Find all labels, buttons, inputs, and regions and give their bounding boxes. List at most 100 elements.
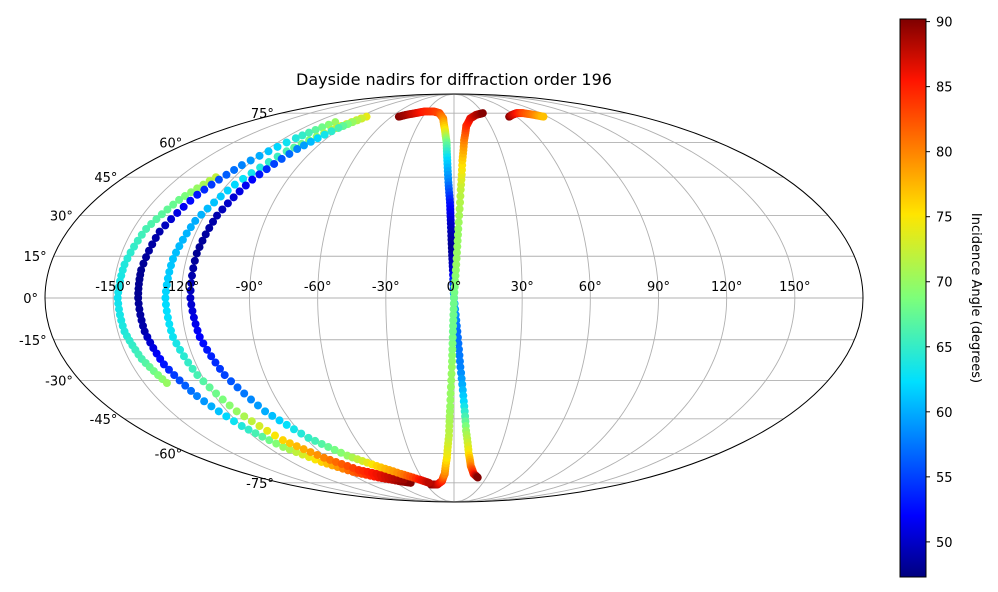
lat-tick-label: 45° [94,171,117,186]
data-point [175,376,184,385]
data-point [447,376,456,385]
data-point [244,425,253,434]
data-point [278,436,287,445]
data-point [181,381,190,390]
lon-tick-label: -120° [163,280,199,295]
data-point [176,345,185,354]
data-point [292,442,301,451]
data-point [187,386,196,395]
data-point [130,242,139,251]
data-point [200,185,209,194]
data-point [334,123,343,132]
data-point [230,165,239,174]
data-point [240,412,249,421]
data-point [299,445,308,454]
data-point [291,134,300,143]
data-point [235,187,244,196]
data-point [456,198,465,207]
data-point [165,267,174,276]
data-point [285,439,294,448]
data-point [200,397,209,406]
data-point [155,227,164,236]
data-point [449,310,458,319]
data-point [448,339,457,348]
data-point [225,401,234,410]
data-point [264,147,273,156]
data-point [178,235,187,244]
lat-tick-label: -45° [90,413,118,428]
data-point [216,192,225,201]
data-point [449,316,458,325]
data-point [164,365,173,374]
colorbar-ticks: 50 55 60 65 70 75 80 85 90 [926,16,953,551]
data-point [446,395,455,404]
tick-labels: -150° -120° -90° -60° -30° 0° 30° 60° 90° 120° 150… [19,107,810,492]
data-point [317,439,326,448]
lon-tick-label: -90° [236,280,264,295]
data-point [299,141,308,150]
data-point [222,412,231,421]
data-point [123,254,132,263]
data-point [455,351,464,360]
data-point [271,431,279,440]
data-point [167,215,176,224]
data-point [247,169,256,178]
data-point [205,383,214,392]
data-point [148,240,157,249]
data-point [186,286,195,295]
data-point [270,159,279,168]
data-point [330,445,339,454]
data-point [209,217,218,226]
data-point [188,307,197,316]
colorbar-tick-label: 80 [936,146,953,161]
data-point [207,402,216,411]
data-point [452,248,461,257]
data-point [265,436,274,445]
data-point [162,280,171,289]
data-point [448,333,457,342]
data-point [157,210,166,219]
data-point [168,333,177,341]
data-point [222,170,231,179]
data-point [237,161,246,170]
data-point [190,256,199,265]
lon-tick-label: -30° [372,280,400,295]
data-point [207,180,216,189]
data-point [159,360,168,369]
data-point [248,175,257,184]
data-point [161,294,170,302]
data-point [448,345,457,354]
data-point [318,123,327,132]
data-point [151,233,160,242]
data-point [191,216,200,225]
data-points [113,107,548,489]
data-point [186,223,195,232]
data-point [454,339,463,348]
data-point [539,112,548,121]
data-point [453,236,462,245]
data-point [240,389,249,398]
data-point [237,422,246,431]
data-point [313,134,322,143]
data-point [246,156,255,165]
data-point [320,130,329,139]
data-point [449,299,458,308]
lat-tick-label: 60° [159,137,182,152]
lon-tick-label: 60° [579,280,602,295]
data-point [163,274,172,283]
data-point [162,307,171,316]
data-point [285,445,294,454]
data-point [193,392,201,401]
data-point [297,429,306,438]
lon-tick-label: 0° [447,280,462,295]
data-point [197,210,206,219]
data-point [282,420,291,429]
data-point [172,248,180,257]
data-point [169,200,178,209]
colorbar-tick-label: 60 [936,406,953,421]
data-point [452,260,461,269]
lat-tick-label: -75° [246,477,274,492]
lon-tick-label: 30° [511,280,534,295]
data-point [262,165,271,174]
